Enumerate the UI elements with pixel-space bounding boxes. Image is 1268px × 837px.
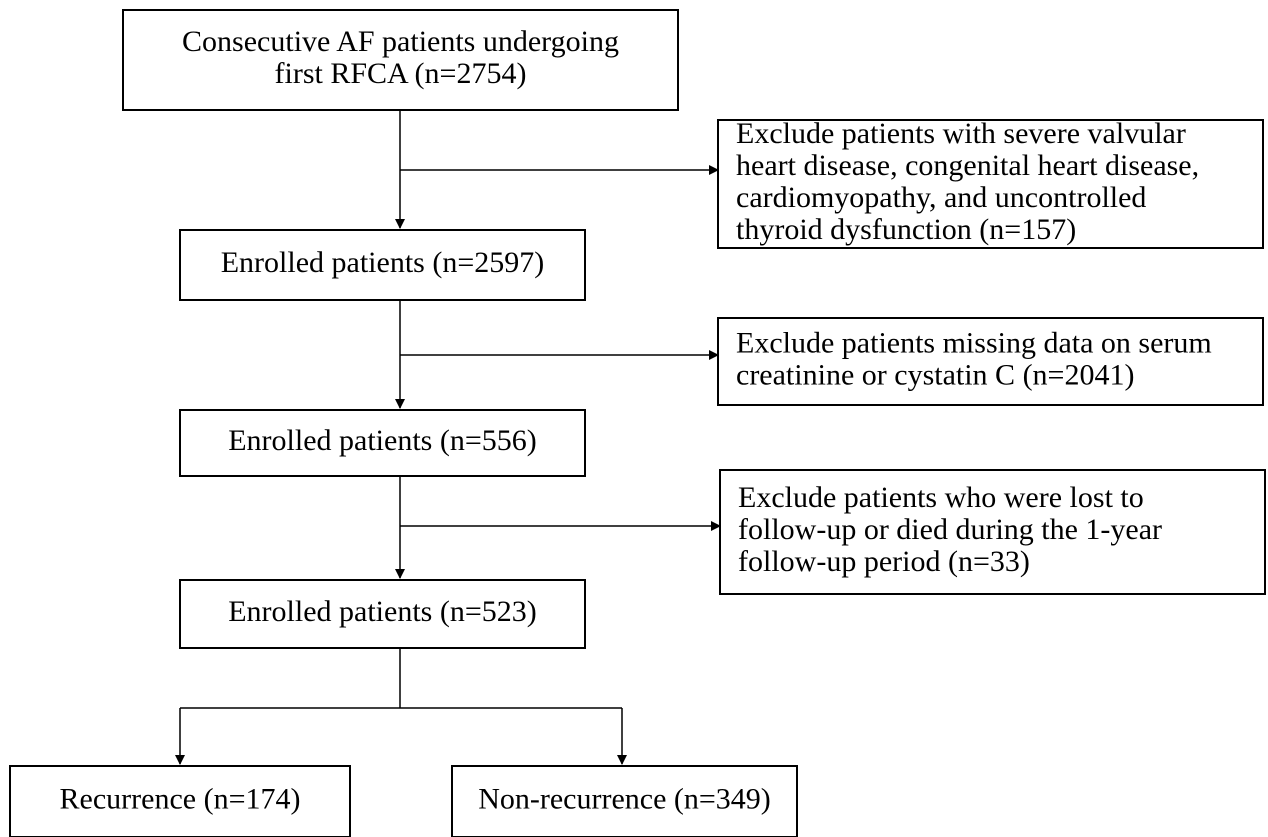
node-box (179, 409, 586, 477)
node: Enrolled patients (n=2597) (179, 229, 586, 301)
node-box (122, 9, 679, 111)
node: Consecutive AF patients undergoingfirst … (122, 9, 679, 111)
node-box (717, 119, 1264, 249)
connectors (175, 110, 721, 765)
node-box (179, 229, 586, 301)
node-text: follow-up period (n=33) (738, 545, 1030, 578)
node-text: Enrolled patients (n=2597) (221, 246, 545, 279)
node-text: thyroid dysfunction (n=157) (736, 213, 1076, 246)
node: Exclude patients who were lost tofollow-… (719, 469, 1266, 595)
node: Enrolled patients (n=556) (179, 409, 586, 477)
node-box (719, 469, 1266, 595)
boxes: Consecutive AF patients undergoingfirst … (9, 9, 1266, 837)
node-text: cardiomyopathy, and uncontrolled (736, 181, 1146, 214)
node: Exclude patients with severe valvularhea… (717, 117, 1264, 249)
node-text: Enrolled patients (n=556) (228, 424, 537, 457)
node-text: first RFCA (n=2754) (275, 57, 527, 90)
node-text: heart disease, congenital heart disease, (736, 149, 1199, 182)
node: Exclude patients missing data on serumcr… (717, 317, 1264, 406)
node-text: Consecutive AF patients undergoing (182, 25, 619, 58)
node-text: creatinine or cystatin C (n=2041) (736, 358, 1134, 391)
node-text: Exclude patients who were lost to (738, 481, 1144, 514)
node-box (179, 579, 586, 649)
node-text: Exclude patients missing data on serum (736, 326, 1212, 359)
node-text: Exclude patients with severe valvular (736, 117, 1186, 150)
node-text: Recurrence (n=174) (60, 782, 301, 815)
node-box (717, 317, 1264, 406)
node-text: Enrolled patients (n=523) (228, 595, 537, 628)
node-text: Non-recurrence (n=349) (478, 782, 771, 815)
node-text: follow-up or died during the 1-year (738, 513, 1162, 546)
node: Enrolled patients (n=523) (179, 579, 586, 649)
node-box (9, 765, 351, 837)
node: Non-recurrence (n=349) (451, 765, 798, 837)
node: Recurrence (n=174) (9, 765, 351, 837)
node-box (451, 765, 798, 837)
